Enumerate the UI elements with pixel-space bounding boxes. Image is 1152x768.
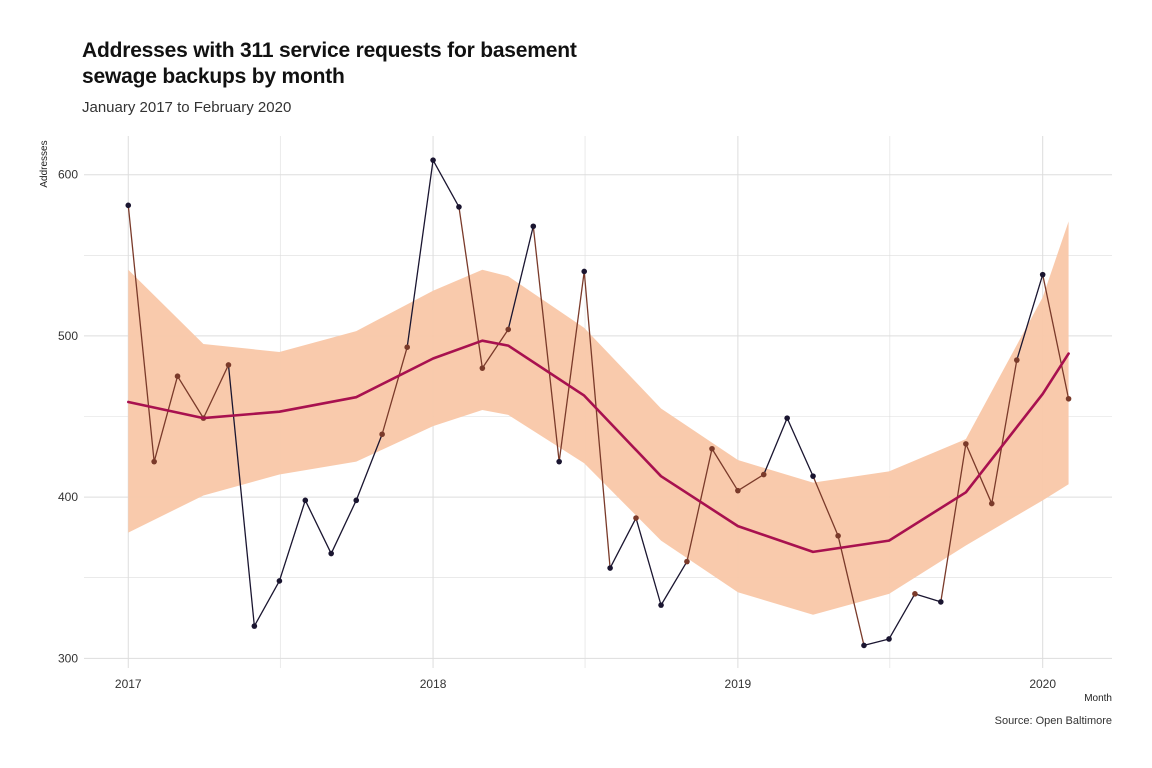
- data-point: [276, 578, 283, 584]
- data-point: [251, 623, 258, 629]
- data-points: [125, 157, 1072, 649]
- data-point: [835, 533, 841, 539]
- series-segment: [227, 364, 256, 627]
- series-segment: [406, 160, 434, 348]
- data-point: [709, 445, 715, 452]
- data-point: [174, 373, 181, 380]
- data-point: [633, 515, 639, 521]
- smooth-line: [127, 339, 1070, 554]
- data-point: [684, 558, 690, 565]
- data-point: [430, 157, 436, 163]
- data-point: [530, 223, 537, 230]
- data-point: [963, 441, 969, 447]
- series-segment: [507, 226, 534, 330]
- series-segment: [940, 443, 967, 603]
- data-point: [810, 473, 816, 479]
- data-point: [456, 204, 462, 210]
- data-point: [912, 591, 918, 597]
- data-point: [353, 497, 360, 504]
- data-point: [784, 415, 790, 421]
- y-axis-title: Addresses: [39, 140, 50, 187]
- data-point: [1065, 395, 1072, 402]
- x-tick-label: 2017: [115, 677, 142, 691]
- tick-labels: 300 400 500 600 2017 2018 2019 2020: [58, 168, 1056, 691]
- data-point: [1013, 357, 1020, 363]
- y-tick-label: 300: [58, 651, 78, 665]
- series-segment: [481, 329, 509, 369]
- series-segment: [1016, 274, 1044, 361]
- data-point: [225, 362, 232, 368]
- x-tick-label: 2018: [420, 677, 447, 691]
- series-segment: [660, 561, 688, 606]
- data-point: [479, 365, 486, 371]
- data-point: [556, 458, 562, 465]
- chart-caption: Source: Open Baltimore: [994, 715, 1112, 727]
- y-tick-label: 500: [58, 329, 78, 343]
- series-segment: [686, 448, 713, 562]
- data-point: [302, 497, 309, 504]
- series-segment: [635, 517, 662, 606]
- series-segment: [786, 417, 814, 477]
- data-point: [760, 471, 767, 478]
- series-segment: [532, 226, 560, 462]
- series-segment: [176, 375, 204, 419]
- x-tick-label: 2019: [725, 677, 752, 691]
- data-point: [938, 599, 944, 605]
- data-lines: [127, 159, 1070, 647]
- y-tick-label: 600: [58, 168, 78, 182]
- series-segment: [127, 205, 155, 462]
- confidence-band: [128, 221, 1069, 615]
- data-point: [379, 431, 385, 438]
- series-segment: [837, 535, 865, 646]
- series-segment: [202, 364, 230, 419]
- smooth-line-group: [127, 339, 1070, 554]
- data-point: [988, 500, 995, 507]
- data-point: [735, 487, 741, 494]
- chart-title: Addresses with 311 service requests for …: [82, 39, 577, 88]
- data-point: [1039, 271, 1046, 278]
- series-segment: [609, 517, 637, 569]
- data-point: [607, 565, 613, 571]
- series-segment: [711, 448, 739, 492]
- series-segment: [355, 434, 383, 501]
- series-segment: [812, 475, 839, 537]
- series-segment: [763, 417, 788, 475]
- data-point: [328, 550, 334, 557]
- series-segment: [737, 473, 765, 492]
- series-segment: [153, 376, 179, 462]
- data-point: [581, 268, 588, 275]
- series-segment: [914, 593, 941, 603]
- data-point: [125, 202, 132, 209]
- chart-subtitle: January 2017 to February 2020: [82, 99, 292, 116]
- x-axis-title: Month: [1084, 693, 1112, 704]
- series-segment: [253, 580, 280, 627]
- series-segment: [991, 359, 1018, 504]
- series-segment: [304, 500, 332, 554]
- y-tick-label: 400: [58, 490, 78, 504]
- series-segment: [1042, 274, 1070, 399]
- data-point: [886, 636, 892, 642]
- data-point: [861, 642, 867, 649]
- series-segment: [558, 271, 585, 462]
- series-segment: [278, 500, 306, 582]
- data-point: [658, 602, 664, 608]
- data-point: [404, 344, 410, 350]
- x-tick-label: 2020: [1029, 677, 1056, 691]
- series-segment: [888, 593, 916, 640]
- data-point: [505, 326, 512, 333]
- series-segment: [381, 347, 408, 435]
- series-segment: [432, 159, 460, 208]
- data-point: [151, 458, 157, 465]
- series-segment: [583, 271, 611, 569]
- series-segment: [863, 638, 890, 647]
- confidence-band-area: [128, 221, 1069, 615]
- series-segment: [330, 500, 357, 554]
